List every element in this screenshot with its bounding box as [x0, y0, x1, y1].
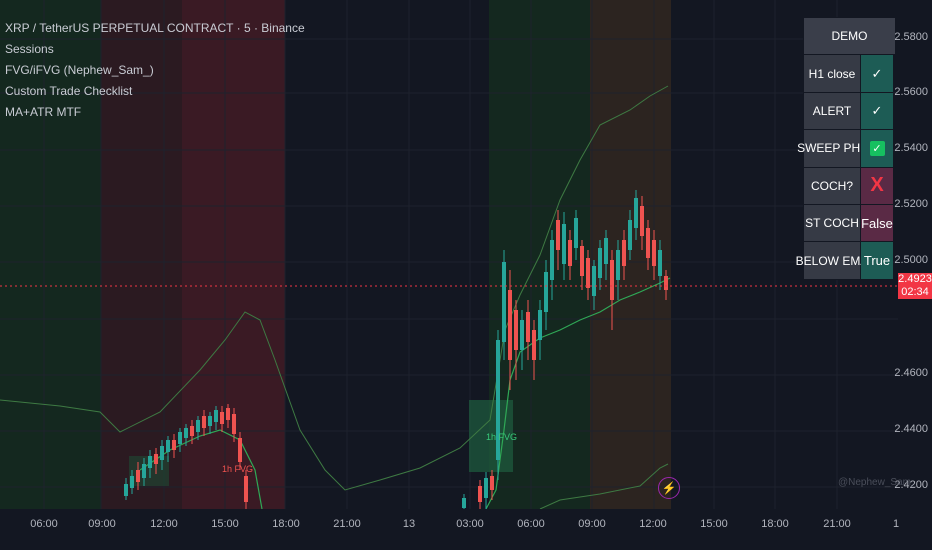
current-price: 2.4923 [898, 273, 932, 285]
checklist-value: True [861, 242, 893, 279]
time-tick: 13 [402, 518, 416, 530]
time-tick: 21:00 [333, 518, 361, 530]
price-tick: 2.5400 [894, 142, 928, 154]
checklist-value: X [861, 167, 893, 204]
checklist-value: ✓ [861, 92, 893, 130]
session-london [101, 0, 182, 509]
checklist-value: False [861, 204, 893, 242]
indicator-sessions[interactable]: Sessions [5, 42, 54, 56]
indicator-checklist[interactable]: Custom Trade Checklist [5, 84, 133, 98]
atr-band-upper [0, 85, 669, 491]
time-tick: 18:00 [761, 518, 789, 530]
checklist-label: SWEEP PHL [797, 130, 867, 167]
checklist-label: COCH? [804, 167, 860, 204]
cross-icon: X [870, 174, 884, 197]
fvg-label: 1h FVG [222, 464, 254, 474]
chart-legend: XRP / TetherUS PERPETUAL CONTRACT · 5 · … [5, 18, 305, 123]
checklist-label: BELOW EMA [796, 242, 868, 279]
time-tick: 12:00 [639, 518, 667, 530]
checklist-value: ✓ [861, 130, 893, 167]
flash-icon[interactable]: ⚡ [658, 477, 680, 499]
time-tick: 15:00 [700, 518, 728, 530]
checklist-label: H1 close [804, 55, 860, 92]
checklist-label: ST COCH [804, 204, 860, 242]
time-tick: 15:00 [211, 518, 239, 530]
indicator-fvg[interactable]: FVG/iFVG (Nephew_Sam_) [5, 63, 154, 77]
price-tick: 2.4200 [894, 479, 928, 491]
price-tick: 2.5200 [894, 198, 928, 210]
chart-canvas[interactable] [0, 0, 898, 509]
candles-day1 [124, 404, 248, 509]
time-tick: 06:00 [30, 518, 58, 530]
candles-day2 [462, 190, 668, 509]
price-tick: 2.4600 [894, 367, 928, 379]
price-tick: 2.4400 [894, 423, 928, 435]
checklist-header: DEMO [804, 18, 895, 55]
symbol-title[interactable]: XRP / TetherUS PERPETUAL CONTRACT · 5 · … [5, 21, 305, 35]
fvg-label: 1h FVG [486, 432, 518, 442]
current-price-label: 2.4923 02:34 [898, 273, 932, 299]
atr-band-lower [539, 463, 669, 509]
price-tick: 2.5800 [894, 31, 928, 43]
moving-average [485, 277, 671, 509]
time-tick: 09:00 [88, 518, 116, 530]
time-tick: 12:00 [150, 518, 178, 530]
checklist-value: ✓ [861, 55, 893, 92]
price-tick: 2.5000 [894, 254, 928, 266]
grid-lines [0, 0, 898, 509]
time-tick: 21:00 [823, 518, 851, 530]
time-tick: 09:00 [578, 518, 606, 530]
checkbox-checked-icon: ✓ [869, 140, 885, 156]
time-tick: 03:00 [456, 518, 484, 530]
time-tick: 18:00 [272, 518, 300, 530]
checklist-label: ALERT [804, 92, 860, 130]
author-watermark: @Nephew_Sam_ [838, 477, 917, 488]
indicator-ma-atr[interactable]: MA+ATR MTF [5, 105, 82, 119]
price-tick: 2.5600 [894, 86, 928, 98]
time-tick: 1 [892, 518, 900, 530]
bar-countdown: 02:34 [901, 286, 929, 298]
session-asia [0, 0, 101, 509]
price-axis[interactable]: 2.5800 2.5600 2.5400 2.5200 2.5000 2.460… [894, 0, 932, 550]
time-tick: 06:00 [517, 518, 545, 530]
time-axis[interactable]: 06:00 09:00 12:00 15:00 18:00 21:00 13 0… [0, 509, 900, 550]
trade-checklist-table: DEMO H1 close ✓ ALERT ✓ SWEEP PHL ✓ COCH… [796, 17, 895, 280]
